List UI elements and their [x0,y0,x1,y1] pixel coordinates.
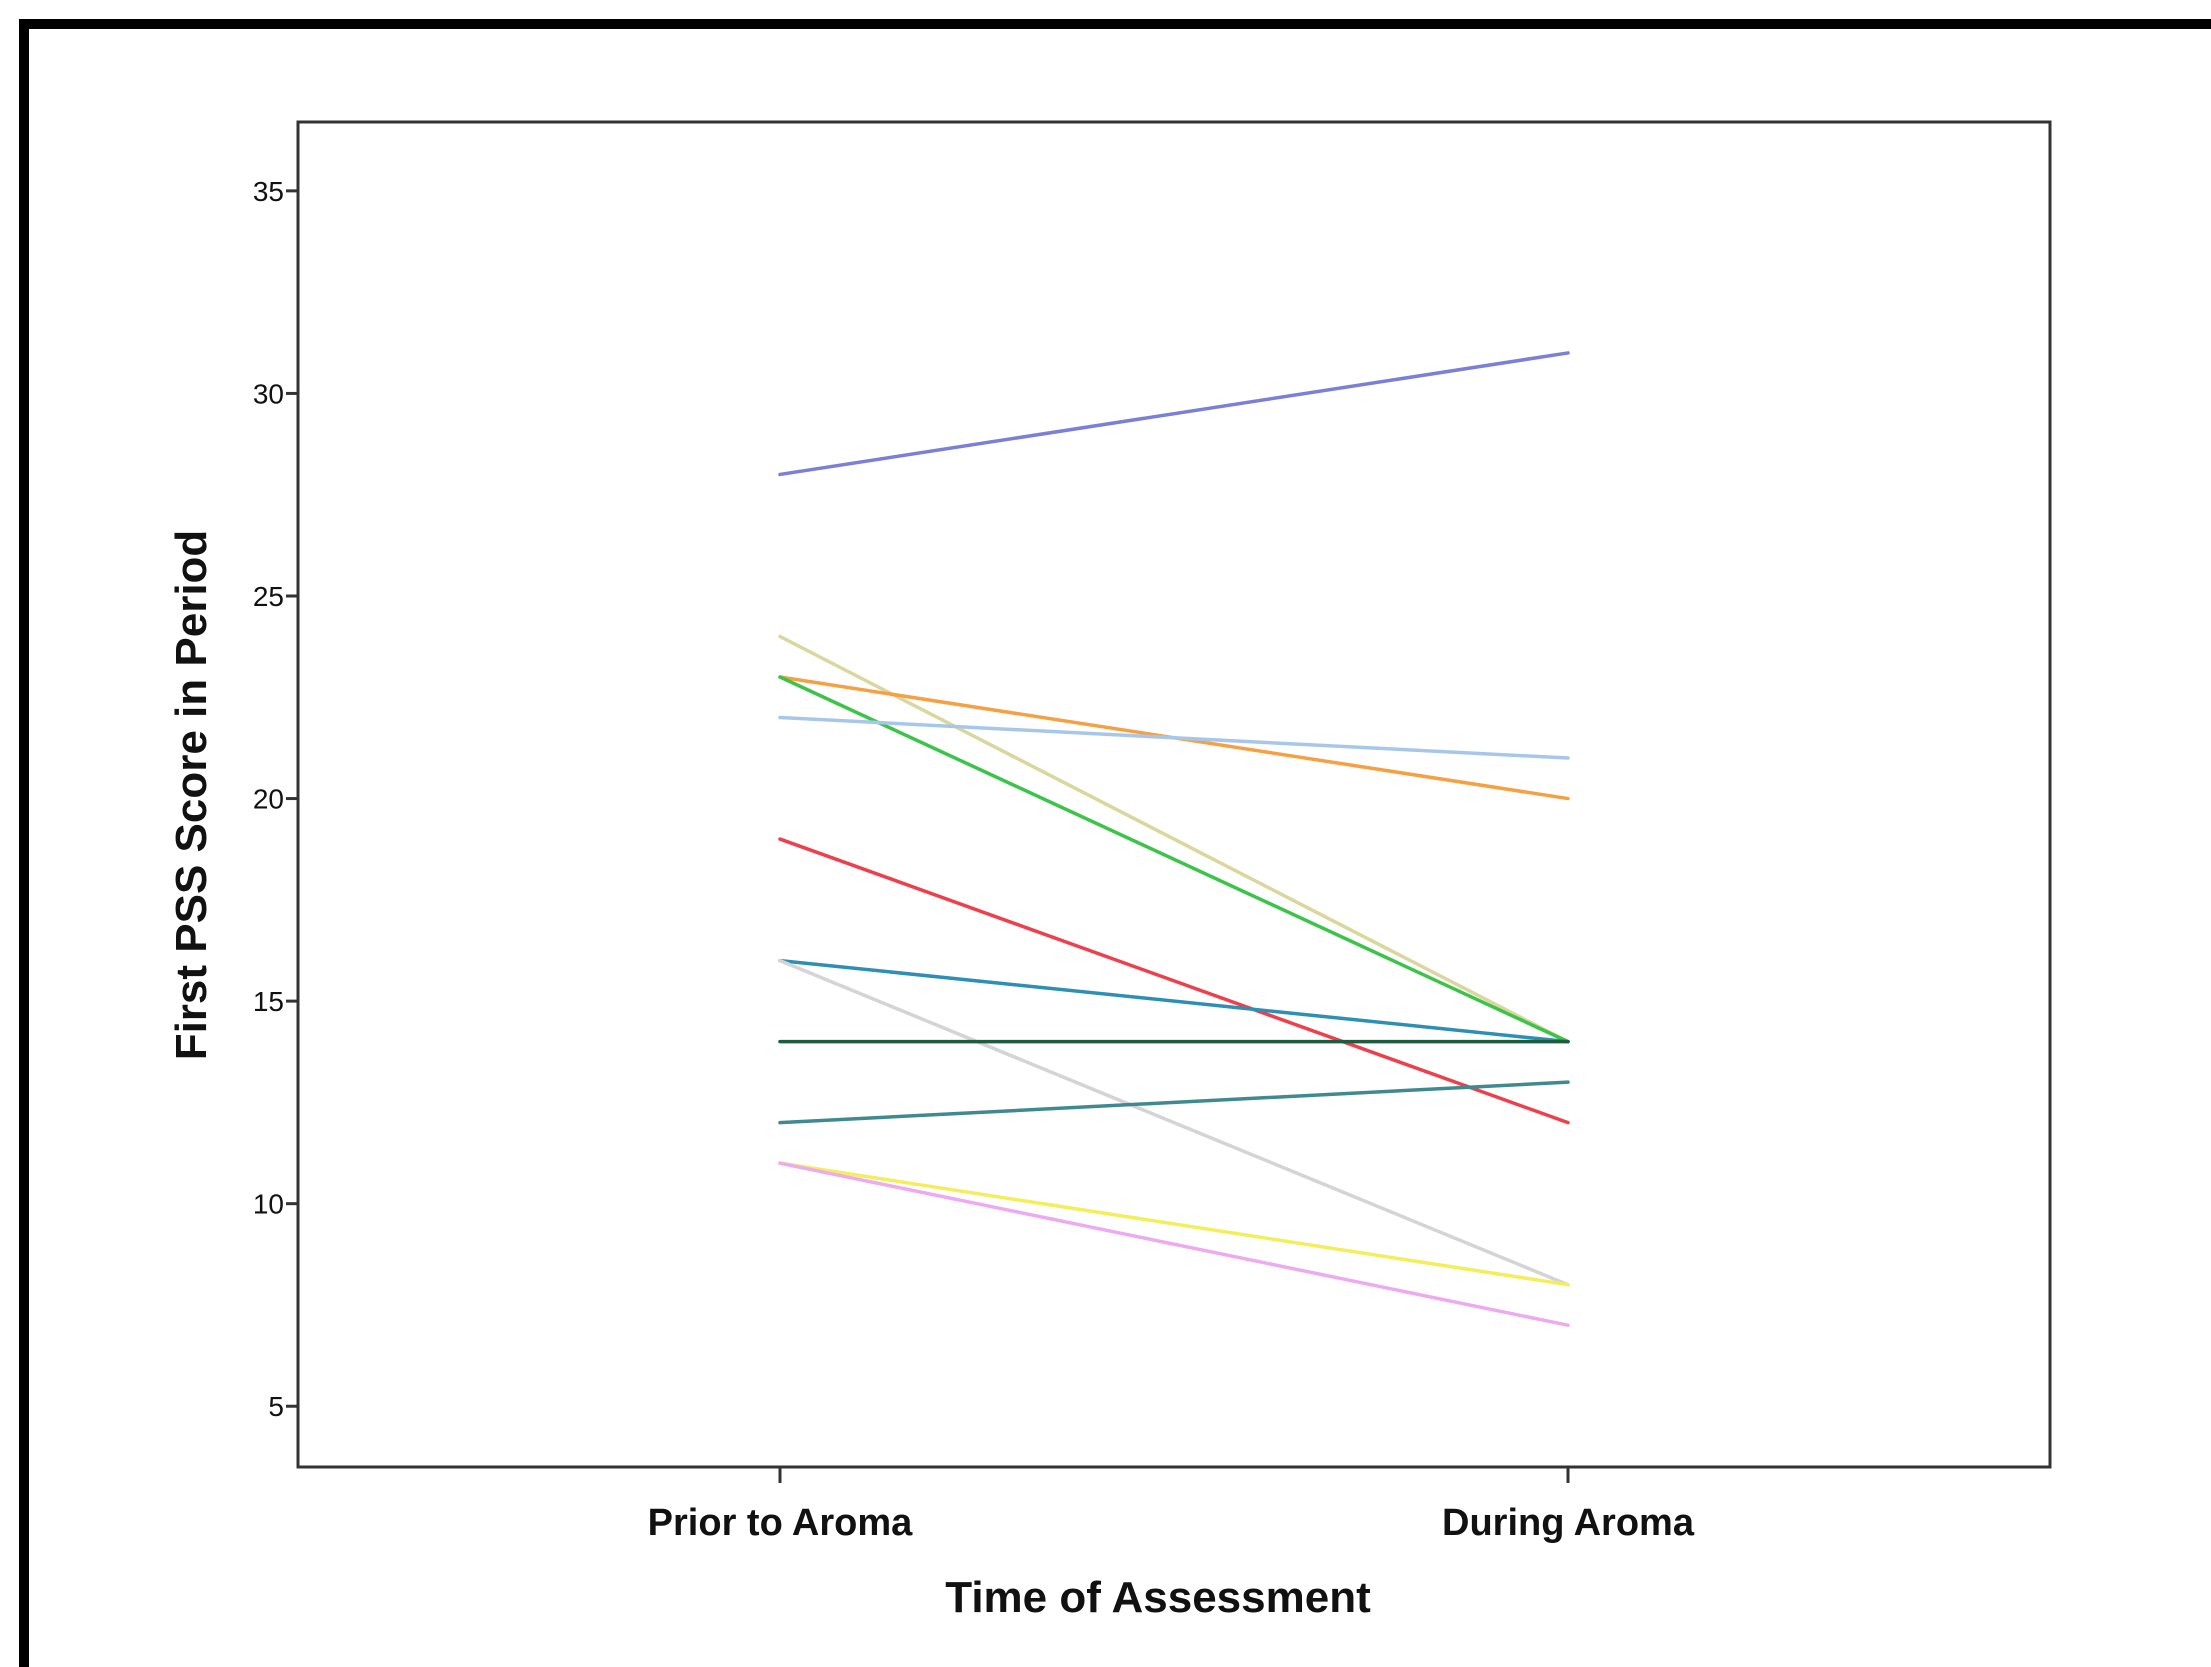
series-line [778,634,1570,1044]
x-tick-label: Prior to Aroma [648,1502,913,1544]
y-tick-label: 5 [268,1391,284,1422]
y-tick-label: 30 [253,378,284,409]
plot-area [296,120,2052,1469]
series-line [778,675,1570,1044]
y-tick-label: 10 [253,1189,284,1220]
series-line [778,351,1570,477]
y-tick-label: 25 [253,581,284,612]
x-tick-label: During Aroma [1442,1502,1695,1544]
y-axis-ticks: 5 10 15 20 25 30 35 [253,176,298,1422]
x-axis-title: Time of Assessment [945,1573,1371,1622]
y-tick-label: 15 [253,986,284,1017]
series-line [778,1161,1570,1327]
series-line [778,1080,1570,1125]
series-lines [778,351,1570,1327]
series-line [778,1161,1570,1287]
series-line [778,958,1570,1044]
series-line [778,958,1570,1287]
series-line [778,715,1570,760]
series-line [778,837,1570,1125]
y-axis-title: First PSS Score in Period [167,530,216,1061]
x-axis-ticks: Prior to Aroma During Aroma [648,1467,1695,1544]
y-tick-label: 20 [253,784,284,815]
y-tick-label: 35 [253,176,284,207]
